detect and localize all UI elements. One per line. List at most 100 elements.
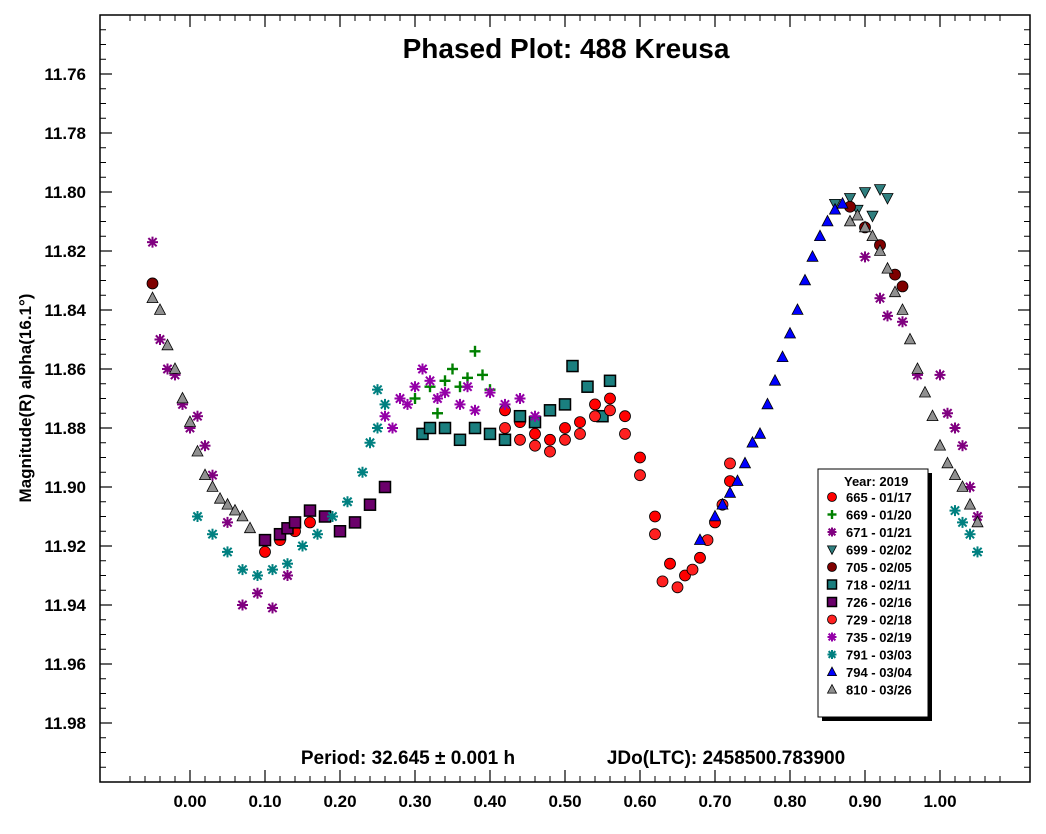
data-point <box>372 384 383 396</box>
data-point <box>866 229 879 242</box>
data-point <box>483 427 497 441</box>
y-tick-label: 11.76 <box>44 65 86 84</box>
x-tick-label: 0.40 <box>473 792 506 811</box>
data-point <box>649 528 661 541</box>
legend: Year: 2019 665 - 01/17 669 - 01/20 671 - 0… <box>817 468 932 721</box>
series-9 <box>192 384 983 581</box>
data-point <box>454 398 466 410</box>
data-point <box>333 525 347 538</box>
y-tick-label: 11.78 <box>44 124 86 143</box>
y-tick-label: 11.86 <box>44 360 86 379</box>
data-point <box>828 202 842 215</box>
data-point <box>439 375 451 387</box>
data-point <box>221 497 234 510</box>
data-point <box>207 528 218 540</box>
data-point <box>468 421 482 435</box>
y-tick-label: 11.96 <box>44 655 86 674</box>
epoch-annotation: JDo(LTC): 2458500.783900 <box>607 748 845 769</box>
data-point <box>897 316 908 328</box>
y-tick-label: 11.84 <box>44 301 86 320</box>
legend-entry: 735 - 02/19 <box>827 630 912 645</box>
legend-entry: 718 - 02/11 <box>826 578 911 593</box>
data-point <box>213 491 227 504</box>
legend-marker <box>827 492 837 502</box>
data-point <box>761 397 774 410</box>
data-point <box>589 410 601 423</box>
data-point <box>378 480 392 494</box>
legend-entry-label: 791 - 03/03 <box>846 648 912 663</box>
x-tick-label: 1.00 <box>923 792 956 811</box>
data-point <box>146 291 159 304</box>
data-point <box>942 407 953 419</box>
data-point <box>881 261 894 274</box>
data-point <box>964 528 976 540</box>
legend-marker <box>826 666 838 676</box>
data-point <box>379 398 391 410</box>
data-point <box>438 421 452 435</box>
data-point <box>439 387 451 399</box>
data-point <box>379 410 391 422</box>
legend-entry: 699 - 02/02 <box>826 543 912 558</box>
legend-entry: 669 - 01/20 <box>827 508 912 523</box>
x-tick-label: 0.00 <box>173 792 206 811</box>
data-point <box>881 193 894 205</box>
data-point <box>154 334 166 345</box>
legend-marker <box>827 527 837 537</box>
data-point <box>948 468 962 481</box>
data-point <box>514 433 526 446</box>
x-tick-label: 0.30 <box>398 792 431 811</box>
data-point <box>589 398 601 411</box>
y-tick-label: 11.94 <box>44 596 86 615</box>
legend-entry: 794 - 03/04 <box>826 665 913 680</box>
legend-entry-label: 671 - 01/21 <box>846 525 912 540</box>
data-point <box>604 392 616 405</box>
legend-entry: 665 - 01/17 <box>827 490 912 505</box>
data-point <box>934 369 946 381</box>
x-tick-label: 0.50 <box>548 792 581 811</box>
data-point <box>544 445 556 458</box>
data-point <box>304 516 316 529</box>
data-point <box>581 380 594 393</box>
data-point <box>873 244 887 256</box>
data-point <box>708 509 722 522</box>
data-point <box>312 528 323 540</box>
data-point <box>574 416 586 429</box>
data-point <box>873 184 887 196</box>
x-tick-label: 0.70 <box>698 792 731 811</box>
legend-marker <box>826 579 838 590</box>
data-point <box>192 511 203 522</box>
data-point <box>896 303 909 315</box>
data-point <box>206 480 219 492</box>
data-point <box>888 285 902 298</box>
legend-marker <box>827 510 837 519</box>
legend-entry-label: 726 - 02/16 <box>846 595 912 610</box>
data-point <box>423 421 437 435</box>
data-point <box>252 587 263 599</box>
data-point <box>911 362 924 374</box>
data-point <box>656 575 669 588</box>
data-point <box>746 435 759 448</box>
legend-entry: 729 - 02/18 <box>827 613 912 628</box>
data-point <box>603 374 617 388</box>
data-point <box>858 187 872 199</box>
data-point <box>303 504 317 517</box>
x-tick-label: 0.90 <box>848 792 881 811</box>
data-point <box>168 362 182 374</box>
legend-marker <box>826 545 838 556</box>
data-point <box>949 505 961 517</box>
data-point <box>649 510 661 523</box>
data-point <box>357 466 368 478</box>
legend-marker <box>827 562 837 572</box>
data-point <box>198 468 212 481</box>
data-point <box>963 497 977 510</box>
data-point <box>731 474 744 486</box>
data-point <box>566 359 579 373</box>
data-point <box>469 404 481 416</box>
data-point <box>176 391 189 404</box>
data-point <box>949 422 961 434</box>
series-5 <box>416 359 617 447</box>
data-point <box>513 409 527 423</box>
y-tick-labels: 11.76 11.78 11.80 11.82 11.84 11.86 11.88 11.90… <box>44 65 86 733</box>
legend-entry-label: 705 - 02/05 <box>846 560 912 575</box>
